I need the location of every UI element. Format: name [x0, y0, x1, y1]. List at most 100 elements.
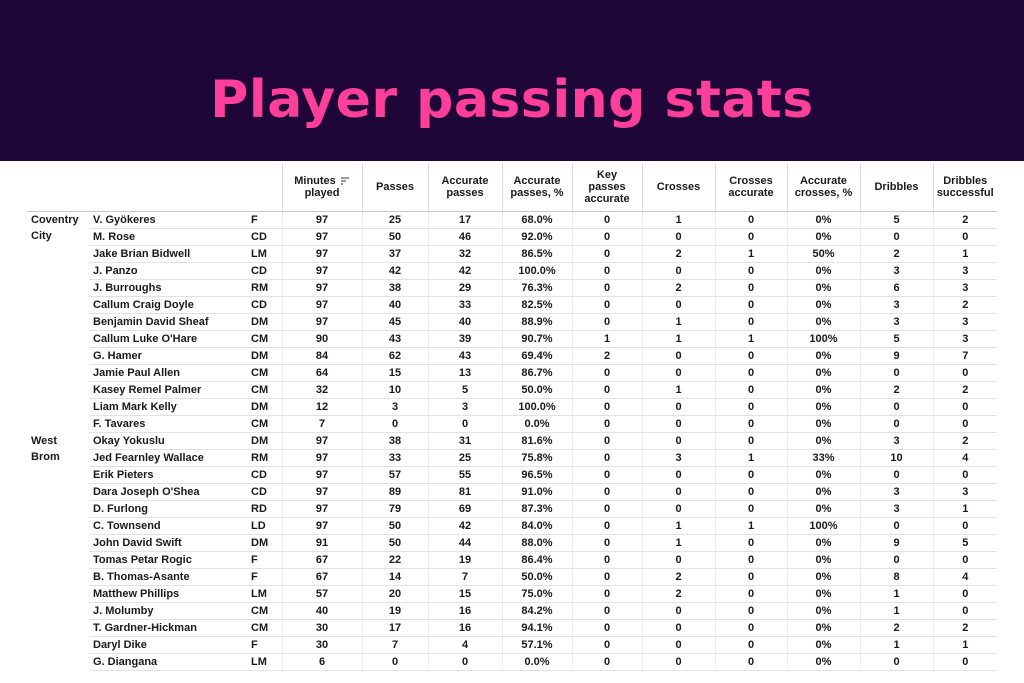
player-position: F — [243, 636, 282, 654]
stat-cell: 3 — [859, 483, 933, 501]
stat-cell: 0 — [932, 415, 997, 433]
stat-cell: 0 — [571, 211, 642, 229]
stat-cell: 0 — [571, 517, 642, 535]
stat-cell: 2 — [932, 619, 997, 637]
stat-cell: 7 — [932, 347, 997, 365]
stat-cell: 7 — [281, 415, 362, 433]
column-header-text: Accurate — [441, 175, 489, 187]
column-header[interactable]: Key passes accurate — [571, 163, 642, 212]
column-header[interactable]: Accurate crosses, % — [786, 163, 860, 212]
stat-cell: 0 — [714, 415, 787, 433]
stat-cell: 0 — [571, 500, 642, 518]
player-name: Jamie Paul Allen — [89, 364, 243, 382]
table-row: Tomas Petar Rogic F 67 22 19 86.4% 0 0 0 0% 0 0 — [27, 551, 997, 569]
column-header[interactable]: Accurate passes — [427, 163, 502, 212]
stat-cell: 6 — [281, 653, 362, 671]
stat-cell: 0 — [641, 619, 715, 637]
table-row: C. Townsend LD 97 50 42 84.0% 0 1 1 100% 0 0 — [27, 517, 997, 535]
stat-cell: 0 — [641, 483, 715, 501]
stat-cell: 0 — [714, 432, 787, 450]
stat-cell: 1 — [641, 381, 715, 399]
stat-cell: 91 — [281, 534, 362, 552]
stat-cell: 0 — [714, 381, 787, 399]
column-header-text: accurate — [584, 193, 630, 205]
stat-cell: 86.4% — [501, 551, 572, 569]
column-header[interactable]: Dribbles — [859, 163, 933, 212]
player-position: CD — [243, 296, 282, 314]
column-header-text: passes — [446, 187, 484, 199]
stat-cell: 39 — [427, 330, 502, 348]
stat-cell: 0 — [859, 415, 933, 433]
stat-cell: 0 — [714, 568, 787, 586]
stat-cell: 97 — [281, 500, 362, 518]
stat-cell: 0% — [786, 262, 860, 280]
column-header-text: Dribbles — [874, 181, 919, 193]
column-header[interactable]: Accurate passes, % — [501, 163, 572, 212]
player-name: Dara Joseph O'Shea — [89, 483, 243, 501]
stat-cell: 0 — [571, 296, 642, 314]
stat-cell: 0 — [571, 534, 642, 552]
stat-cell: 3 — [932, 330, 997, 348]
stat-cell: 0 — [714, 551, 787, 569]
stat-cell: 0 — [571, 245, 642, 263]
player-name: M. Rose — [89, 228, 243, 246]
stat-cell: 2 — [932, 432, 997, 450]
player-name: Kasey Remel Palmer — [89, 381, 243, 399]
column-header[interactable]: Passes — [361, 163, 428, 212]
stat-cell: 0 — [571, 279, 642, 297]
stat-cell: 12 — [281, 398, 362, 416]
player-name: Jed Fearnley Wallace — [89, 449, 243, 467]
player-position: LM — [243, 245, 282, 263]
stat-cell: 0 — [714, 364, 787, 382]
player-position: CM — [243, 381, 282, 399]
player-position: LD — [243, 517, 282, 535]
stat-cell: 97 — [281, 483, 362, 501]
stat-cell: 1 — [641, 313, 715, 331]
stat-cell: 9 — [859, 347, 933, 365]
stat-cell: 89 — [361, 483, 428, 501]
stat-cell: 5 — [859, 330, 933, 348]
stat-cell: 17 — [427, 211, 502, 229]
column-header-text: Crosses — [729, 175, 773, 187]
stat-cell: 0 — [714, 466, 787, 484]
stat-cell: 10 — [361, 381, 428, 399]
player-position: RD — [243, 500, 282, 518]
column-header[interactable]: Crosses — [641, 163, 715, 212]
stat-cell: 14 — [361, 568, 428, 586]
stat-cell: 97 — [281, 228, 362, 246]
stat-cell: 5 — [427, 381, 502, 399]
stat-cell: 0 — [714, 602, 787, 620]
stat-cell: 3 — [932, 262, 997, 280]
player-position: RM — [243, 279, 282, 297]
player-name: Tomas Petar Rogic — [89, 551, 243, 569]
stat-cell: 62 — [361, 347, 428, 365]
stat-cell: 0 — [714, 262, 787, 280]
stat-cell: 0% — [786, 228, 860, 246]
player-position: RM — [243, 449, 282, 467]
player-name: J. Molumby — [89, 602, 243, 620]
player-name: J. Burroughs — [89, 279, 243, 297]
stat-cell: 2 — [571, 347, 642, 365]
table-row: Daryl Dike F 30 7 4 57.1% 0 0 0 0% 1 1 — [27, 636, 997, 654]
stat-cell: 30 — [281, 619, 362, 637]
column-header[interactable]: Minutes played — [281, 163, 362, 212]
stat-cell: 0 — [571, 228, 642, 246]
stat-cell: 7 — [427, 568, 502, 586]
stat-cell: 46 — [427, 228, 502, 246]
player-position: DM — [243, 432, 282, 450]
stat-cell: 29 — [427, 279, 502, 297]
stat-cell: 0% — [786, 653, 860, 671]
player-position: DM — [243, 398, 282, 416]
stat-cell: 0 — [571, 398, 642, 416]
stat-cell: 15 — [427, 585, 502, 603]
stat-cell: 0 — [714, 483, 787, 501]
title-banner: Player passing stats — [0, 0, 1024, 161]
column-header[interactable]: Crosses accurate — [714, 163, 787, 212]
stat-cell: 3 — [932, 313, 997, 331]
column-header[interactable]: Dribbles successful — [932, 163, 997, 212]
stat-cell: 1 — [714, 245, 787, 263]
stat-cell: 50 — [361, 228, 428, 246]
stat-cell: 17 — [361, 619, 428, 637]
sort-icon[interactable] — [340, 176, 350, 186]
column-header-text: passes, % — [510, 187, 564, 199]
